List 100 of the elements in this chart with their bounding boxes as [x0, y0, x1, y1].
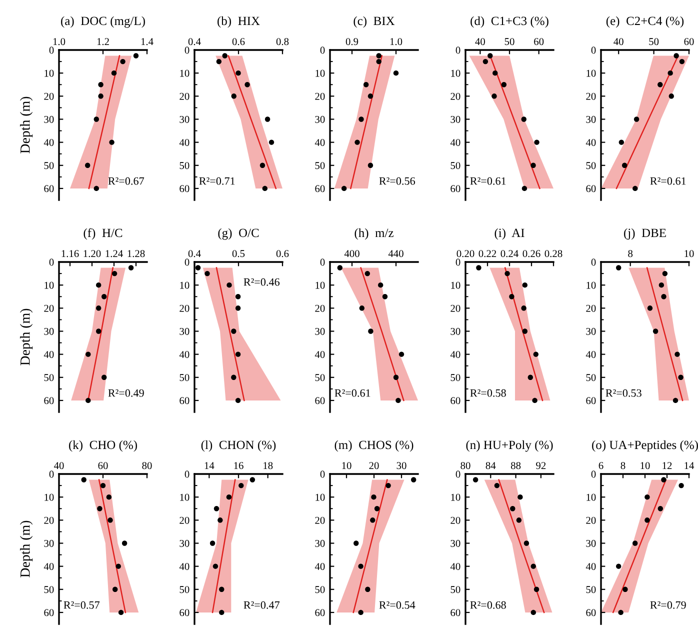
chart-title: (i) AI — [494, 228, 524, 240]
x-tick-label: 1.0 — [390, 38, 402, 46]
x-tick-label: 40 — [475, 38, 485, 46]
y-tick-label: 30 — [586, 116, 596, 123]
x-tick-label: 60 — [684, 38, 694, 46]
x-tick-label: 1.2 — [97, 38, 109, 46]
y-tick-label: 50 — [44, 374, 54, 382]
x-tick-label: 0.5 — [232, 250, 245, 258]
x-tick-label: 10 — [640, 462, 650, 470]
y-tick-label: 60 — [450, 609, 460, 616]
y-tick-label: 10 — [316, 282, 325, 289]
y-tick-label: 20 — [44, 304, 54, 312]
y-tick-label: 0 — [49, 258, 54, 266]
y-tick-label: 20 — [450, 92, 460, 100]
y-tick-label: 40 — [450, 350, 460, 358]
y-tick-label: 20 — [315, 304, 325, 312]
y-axis-title: Depth (m) — [20, 520, 33, 578]
annotation: R²=0.57 — [64, 601, 100, 609]
x-tick-label: 0.20 — [456, 250, 474, 258]
y-tick-label: 20 — [586, 304, 596, 312]
annotation: R²=0.49 — [108, 389, 144, 397]
x-tick-label: 0.8 — [276, 38, 289, 46]
x-tick-label: 60 — [534, 38, 544, 46]
chart-title: (k) CHO (%) — [69, 440, 137, 452]
y-tick-label: 10 — [44, 70, 54, 77]
y-tick-label: 10 — [451, 494, 460, 501]
y-tick-label: 60 — [44, 185, 54, 192]
y-tick-label: 30 — [180, 540, 190, 547]
chart-title: (o) UA+Peptides (%) — [592, 440, 698, 452]
y-tick-label: 40 — [586, 138, 596, 146]
y-tick-label: 40 — [450, 562, 460, 570]
y-tick-label: 10 — [451, 282, 460, 289]
y-tick-label: 40 — [179, 138, 190, 146]
x-tick-label: 1.20 — [84, 250, 101, 258]
y-tick-label: 0 — [320, 470, 325, 478]
x-tick-label: 1.0 — [53, 38, 66, 46]
x-tick-label: 10 — [342, 462, 352, 470]
y-tick-label: 60 — [44, 609, 54, 616]
chart-title: (h) m/z — [354, 228, 394, 240]
y-tick-label: 50 — [315, 162, 325, 170]
y-tick-label: 0 — [591, 470, 596, 478]
chart-title: (j) DBE — [624, 228, 666, 240]
y-tick-label: 60 — [315, 609, 325, 616]
annotation: R²=0.67 — [108, 177, 144, 185]
chart-title: (g) O/C — [218, 228, 259, 240]
y-tick-label: 20 — [315, 92, 325, 100]
y-tick-label: 30 — [44, 328, 54, 335]
y-tick-label: 20 — [180, 516, 190, 524]
y-tick-label: 60 — [450, 185, 460, 192]
y-tick-label: 0 — [184, 46, 190, 54]
y-tick-label: 40 — [450, 138, 460, 146]
x-tick-label: 92 — [536, 462, 546, 470]
y-tick-label: 30 — [586, 540, 596, 547]
y-tick-label: 10 — [44, 282, 54, 289]
y-tick-label: 40 — [44, 350, 54, 358]
y-tick-label: 10 — [451, 70, 460, 77]
annotation: R²=0.61 — [334, 389, 370, 397]
annotation: R²=0.46 — [244, 278, 280, 286]
x-tick-label: 6 — [598, 462, 604, 470]
y-tick-label: 50 — [44, 586, 54, 594]
x-tick-label: 8 — [628, 250, 633, 258]
y-tick-label: 30 — [315, 328, 325, 335]
y-tick-label: 60 — [586, 185, 596, 192]
y-tick-label: 0 — [591, 258, 596, 266]
x-tick-label: 80 — [460, 462, 470, 470]
y-tick-label: 0 — [184, 470, 190, 478]
annotation: R²=0.56 — [379, 177, 416, 185]
y-tick-label: 10 — [586, 494, 596, 501]
y-tick-label: 0 — [320, 258, 325, 266]
annotation: R²=0.53 — [606, 389, 642, 397]
y-tick-label: 10 — [316, 494, 325, 501]
x-tick-label: 0.6 — [232, 38, 245, 46]
chart-title: (b) HIX — [218, 16, 260, 28]
chart-title: (m) CHOS (%) — [334, 440, 414, 452]
x-tick-label: 16 — [234, 462, 244, 470]
y-tick-label: 40 — [179, 350, 190, 358]
y-tick-label: 20 — [180, 304, 190, 312]
y-tick-label: 10 — [316, 70, 325, 77]
chart-title: (c) BIX — [354, 16, 395, 28]
annotation: R²=0.58 — [470, 389, 506, 397]
y-tick-label: 20 — [450, 304, 460, 312]
y-tick-label: 30 — [44, 116, 54, 123]
y-tick-label: 30 — [44, 540, 54, 547]
y-tick-label: 50 — [586, 162, 596, 170]
y-tick-label: 60 — [586, 609, 596, 616]
y-tick-label: 20 — [180, 92, 190, 100]
y-tick-label: 40 — [314, 562, 325, 570]
x-tick-label: 1.24 — [106, 250, 123, 258]
x-tick-label: 440 — [388, 250, 404, 258]
y-tick-label: 10 — [180, 70, 190, 77]
y-tick-label: 40 — [44, 138, 54, 146]
annotation: R²=0.68 — [470, 601, 506, 609]
x-tick-label: 12 — [662, 462, 672, 470]
y-tick-label: 60 — [315, 397, 325, 404]
y-tick-label: 0 — [456, 470, 460, 478]
chart-title: (e) C2+C4 (%) — [606, 16, 684, 28]
y-tick-label: 0 — [320, 46, 325, 54]
annotation: R²=0.71 — [199, 177, 235, 185]
y-tick-label: 50 — [44, 162, 54, 170]
y-tick-label: 0 — [184, 258, 190, 266]
